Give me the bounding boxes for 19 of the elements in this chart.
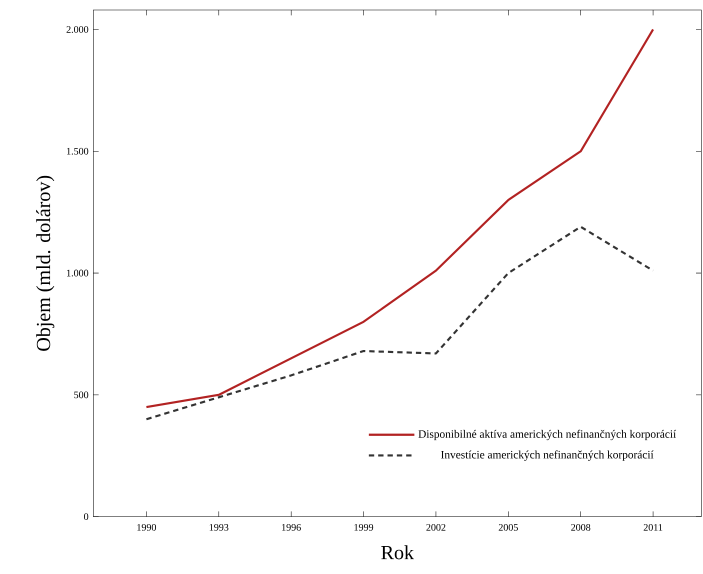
y-tick-label: 0 <box>84 513 88 520</box>
x-axis-title: Rok <box>381 545 414 560</box>
y-tick-label: 1.000 <box>67 270 88 276</box>
x-tick-label: 2011 <box>644 524 662 531</box>
line-series <box>145 28 654 408</box>
y-axis-title: Objem (mld. dolárov) <box>36 176 54 351</box>
y-tick-label: 2.000 <box>66 26 88 33</box>
x-tick-label: 1996 <box>282 524 301 531</box>
x-tick-label: 2002 <box>426 524 446 531</box>
legend-label: Investície amerických nefinančných korporácií <box>441 450 654 461</box>
x-tick-label: 1993 <box>210 524 228 531</box>
line-series <box>145 226 654 420</box>
y-tick-label: 500 <box>74 391 88 398</box>
legend-label: Disponibilné aktíva amerických nefinančných korporácií <box>418 430 676 440</box>
x-tick-label: 1990 <box>137 524 156 531</box>
y-tick-label: 1.500 <box>67 148 88 155</box>
x-tick-label: 1999 <box>354 524 374 531</box>
x-tick-label: 2005 <box>498 524 518 531</box>
x-tick-label: 2008 <box>571 524 590 531</box>
